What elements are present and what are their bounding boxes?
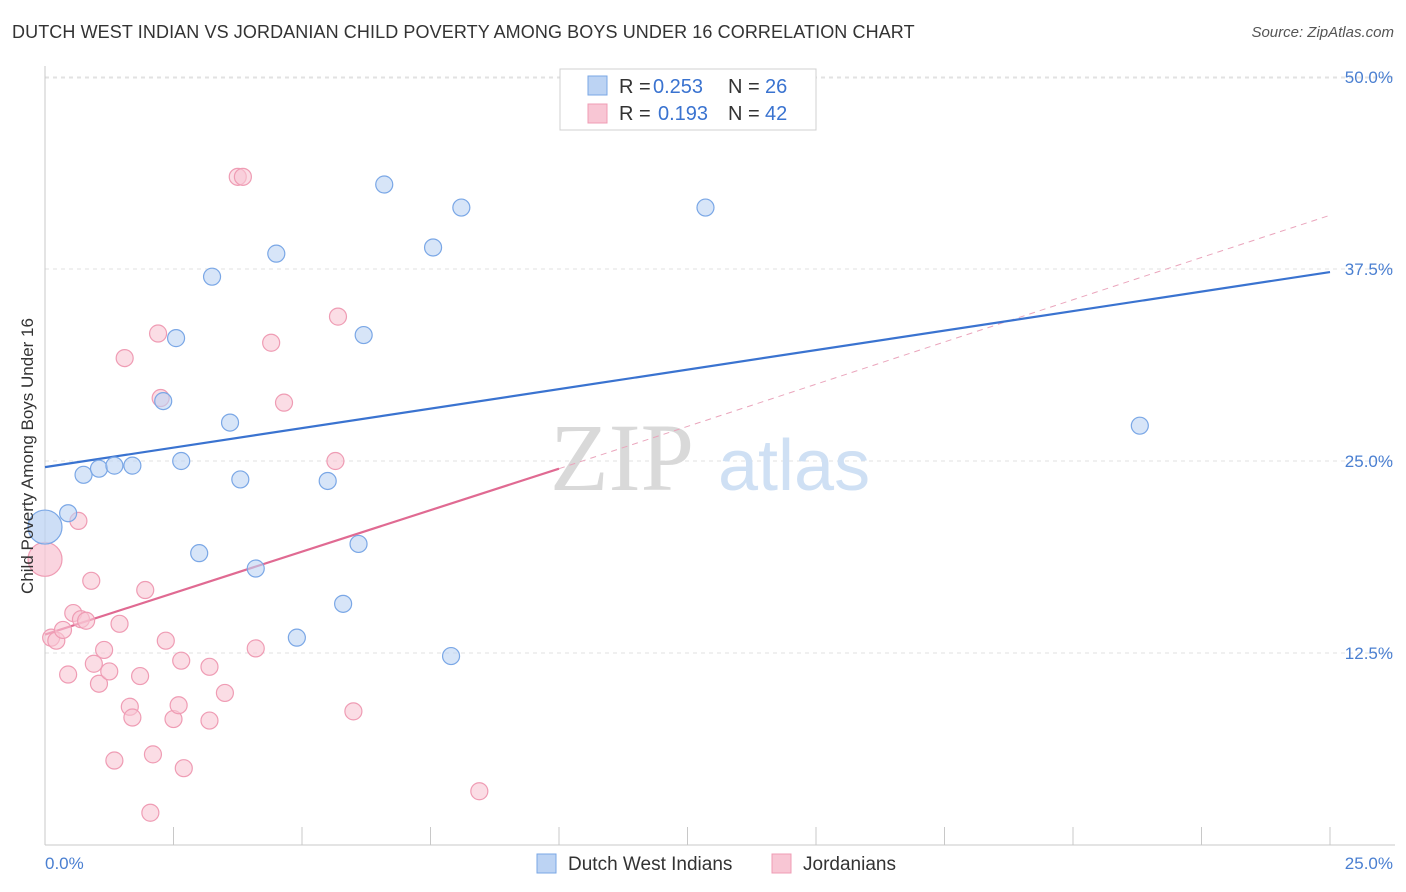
dutch-west-indians-point <box>89 459 109 478</box>
dutch-west-indians-point <box>334 594 353 613</box>
data-points <box>27 167 1149 822</box>
dutch-west-indians-point <box>349 534 368 554</box>
jordanians-point <box>84 654 103 673</box>
y-tick-label: 50.0% <box>1345 68 1393 87</box>
dutch-west-indians-point <box>154 391 173 411</box>
jordanians-point <box>89 674 109 693</box>
dutch-west-indians-point <box>287 628 306 647</box>
dutch-west-indians-point <box>1130 416 1149 435</box>
jordanians-point <box>215 683 234 703</box>
jordanians-point <box>344 702 363 721</box>
axes <box>44 66 1395 846</box>
y-tick-label: 12.5% <box>1345 644 1393 663</box>
jordanians-point <box>77 611 96 630</box>
legend-r-label: R = <box>619 103 651 125</box>
legend-swatch-jordanians <box>587 103 608 124</box>
dutch-west-indians-point <box>441 646 461 666</box>
jordanians-point <box>82 571 101 590</box>
jordanians-point <box>200 711 219 730</box>
y-tick-label: 37.5% <box>1345 260 1393 279</box>
bottom-legend-swatch-jordanians <box>771 853 792 874</box>
legend-swatch-dutch-west-indians <box>587 75 608 96</box>
jordanians-point <box>274 393 294 412</box>
dutch-west-indians-point <box>190 544 209 563</box>
jordanians-point <box>53 620 73 640</box>
dutch-west-indians-point <box>220 413 240 432</box>
dutch-west-indians-point <box>123 456 142 475</box>
legend-r-label: R = <box>619 76 651 98</box>
dutch-west-indians-point <box>202 267 222 286</box>
legend-n-value: 26 <box>765 76 787 98</box>
jordanians-point <box>136 580 155 600</box>
jordanians-trend-line <box>44 467 560 636</box>
jordanians-point <box>233 167 252 186</box>
jordanians-point <box>59 665 78 684</box>
jordanians-point <box>115 348 134 368</box>
x-tick-label: 0.0% <box>45 854 84 873</box>
jordanians-point <box>105 751 124 770</box>
bottom-legend-jordanians: Jordanians <box>803 854 896 875</box>
watermark-zip: ZIP <box>550 404 694 511</box>
dutch-west-indians-point <box>246 559 265 578</box>
bottom-legend-dutch-west-indians: Dutch West Indians <box>568 854 732 875</box>
jordanians-point <box>200 657 219 676</box>
jordanians-point <box>172 651 191 670</box>
watermark-atlas: atlas <box>718 426 870 506</box>
dutch-west-indians-point <box>354 325 373 345</box>
source-label: Source: ZipAtlas.com <box>1251 24 1394 41</box>
jordanians-point <box>143 745 163 764</box>
jordanians-point <box>100 662 119 681</box>
jordanians-trend-extension <box>558 214 1331 470</box>
chart-title: DUTCH WEST INDIAN VS JORDANIAN CHILD POV… <box>12 22 915 42</box>
dutch-west-indians-point <box>452 198 471 217</box>
dutch-west-indians-point <box>166 329 186 348</box>
legend-r-value: 0.193 <box>658 103 708 125</box>
y-tick-labels: 12.5% 25.0% 37.5% 50.0% <box>1345 68 1393 663</box>
dutch-west-indians-point <box>696 198 715 217</box>
jordanians-point <box>169 696 188 715</box>
dutch-west-indians-point <box>74 465 93 484</box>
jordanians-point <box>110 614 129 633</box>
jordanians-point <box>148 324 168 343</box>
dutch-west-indians-point <box>267 244 286 263</box>
legend-n-label: N = <box>728 103 760 125</box>
legend: R = 0.253 N = 26 R = 0.193 N = 42 <box>559 68 817 131</box>
dutch-west-indians-point <box>27 509 63 545</box>
dutch-west-indians-point <box>172 451 191 471</box>
y-axis-label: Child Poverty Among Boys Under 16 <box>18 318 37 594</box>
x-tick-labels: 0.0% 25.0% <box>45 854 1393 873</box>
x-tick-label: 25.0% <box>1345 854 1393 873</box>
bottom-legend: Dutch West Indians Jordanians <box>536 853 896 875</box>
legend-n-value: 42 <box>765 103 787 125</box>
bottom-legend-swatch-dutch-west-indians <box>536 853 557 874</box>
jordanians-point <box>470 782 489 801</box>
jordanians-point <box>123 708 142 727</box>
jordanians-point <box>95 640 114 660</box>
jordanians-point <box>174 759 193 778</box>
dutch-west-indians-point <box>375 175 394 194</box>
jordanians-point <box>246 639 265 658</box>
legend-r-value: 0.253 <box>653 76 703 98</box>
dutch-west-indians-point <box>318 471 337 491</box>
jordanians-point <box>141 803 160 822</box>
jordanians-point <box>262 333 281 352</box>
y-tick-label: 25.0% <box>1345 452 1393 471</box>
legend-n-label: N = <box>728 76 760 98</box>
jordanians-point <box>156 631 175 650</box>
dutch-west-indians-point <box>105 456 124 475</box>
dutch-west-indians-point <box>231 470 250 489</box>
watermark: ZIP atlas <box>550 404 870 511</box>
dutch-west-indians-trend-line <box>44 270 1331 469</box>
jordanians-point <box>130 666 150 686</box>
jordanians-point <box>326 451 345 471</box>
dutch-west-indians-point <box>59 504 78 523</box>
trend-lines <box>44 214 1331 636</box>
jordanians-point <box>328 307 348 326</box>
dutch-west-indians-point <box>423 238 443 257</box>
